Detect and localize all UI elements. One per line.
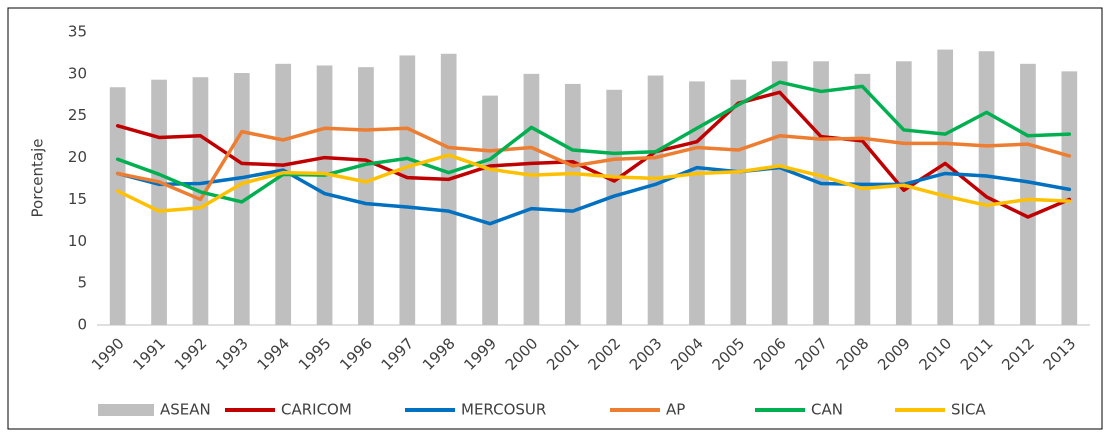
bar: [523, 73, 540, 325]
line: [115, 80, 1072, 204]
bar: [647, 75, 664, 325]
y-tick-label: 25: [68, 106, 87, 124]
y-tick-label: 10: [68, 232, 87, 250]
bar: [564, 83, 581, 325]
bar: [895, 61, 912, 326]
bar: [689, 81, 705, 326]
y-tick-label: 5: [77, 274, 87, 292]
y-tick-label: 15: [68, 190, 87, 208]
y-axis-label: Porcentaje: [29, 139, 47, 218]
legend-label: AP: [666, 401, 685, 419]
bar: [730, 79, 747, 326]
line: [115, 153, 1072, 213]
bar: [109, 87, 126, 325]
legend-label: ASEAN: [160, 401, 211, 419]
line: [115, 126, 1072, 202]
bar: [1020, 63, 1036, 325]
legend-label: CAN: [811, 401, 843, 419]
bar: [399, 55, 416, 325]
bar: [978, 51, 995, 326]
legend-label: CARICOM: [281, 401, 352, 419]
legend-label: SICA: [951, 401, 986, 419]
bar: [771, 61, 788, 326]
y-tick-label: 35: [68, 23, 87, 41]
bar: [854, 73, 871, 325]
bar: [275, 63, 292, 325]
bar: [358, 67, 374, 325]
legend-label: MERCOSUR: [461, 401, 546, 419]
bar: [482, 95, 498, 325]
bar: [606, 89, 623, 326]
y-tick-label: 30: [68, 64, 87, 82]
bar: [440, 53, 457, 325]
bar: [813, 61, 829, 326]
line: [115, 165, 1072, 226]
y-tick-label: 20: [68, 148, 87, 166]
bar: [937, 49, 954, 325]
legend-swatch: [98, 404, 154, 416]
chart-frame: [7, 7, 1103, 430]
y-tick-label: 0: [77, 316, 87, 334]
bar: [151, 79, 167, 326]
